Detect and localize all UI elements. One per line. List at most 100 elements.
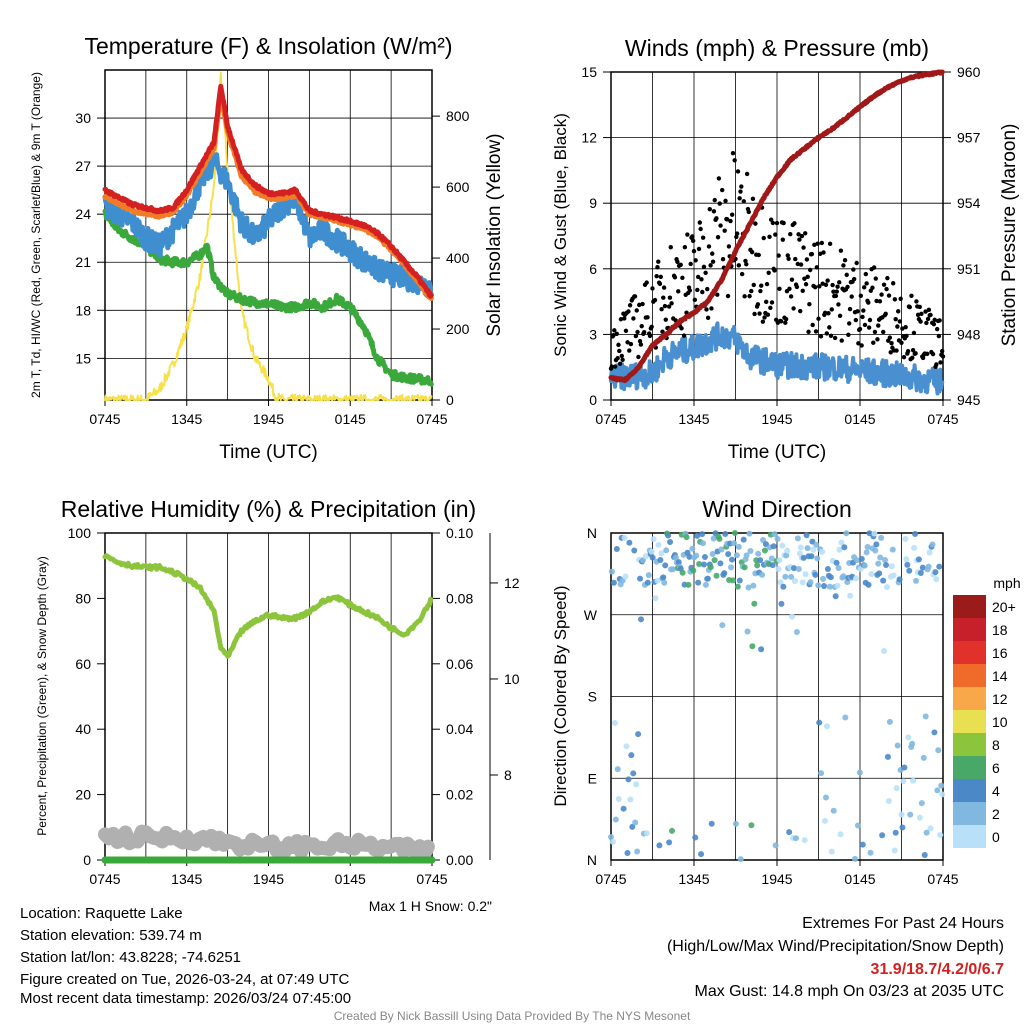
gust-point	[851, 276, 857, 282]
direction-point	[657, 557, 664, 564]
y-tick-label: 0.10	[446, 525, 473, 541]
gust-point	[691, 248, 697, 254]
gust-point	[783, 316, 789, 322]
direction-point	[772, 842, 779, 849]
direction-point	[737, 856, 744, 863]
direction-point	[622, 573, 629, 580]
gust-point	[796, 232, 801, 237]
direction-point	[626, 539, 633, 546]
gust-point	[614, 331, 620, 336]
gust-point	[661, 295, 666, 300]
gust-point	[633, 333, 639, 339]
gust-point	[777, 286, 782, 291]
direction-point	[854, 822, 861, 829]
legend-swatch	[953, 710, 986, 733]
gust-point	[881, 282, 887, 287]
direction-point	[612, 816, 619, 823]
direction-point	[613, 545, 620, 552]
extremes-title: Extremes For Past 24 Hours	[802, 915, 1004, 932]
gust-point	[635, 329, 640, 335]
direction-point	[913, 577, 920, 584]
gust-point	[638, 342, 644, 347]
gust-point	[625, 340, 630, 345]
direction-point	[932, 569, 939, 576]
gust-point	[827, 241, 833, 247]
gust-point	[700, 289, 705, 295]
gust-point	[800, 288, 805, 294]
gust-point	[910, 348, 916, 353]
direction-point	[919, 564, 926, 571]
gust-point	[930, 351, 936, 357]
gust-point	[793, 256, 798, 262]
direction-point	[824, 566, 831, 573]
gust-point	[909, 293, 914, 299]
gust-point	[839, 338, 844, 343]
gust-point	[778, 319, 784, 324]
direction-point	[662, 562, 669, 569]
gust-point	[622, 316, 627, 321]
y-tick-label: 10	[504, 671, 520, 687]
direction-point	[912, 530, 919, 537]
direction-point	[732, 820, 739, 827]
direction-point	[843, 530, 850, 537]
direction-point	[679, 569, 686, 576]
gust-point	[752, 311, 757, 317]
gust-point	[789, 277, 795, 282]
direction-point	[859, 841, 866, 848]
snow-annotation: Max 1 H Snow: 0.2"	[369, 898, 492, 914]
y-tick-label: 0	[83, 852, 91, 868]
gust-point	[627, 303, 633, 308]
y-tick-label: 15	[75, 350, 91, 366]
gust-point	[807, 301, 812, 307]
gust-point	[856, 341, 861, 346]
direction-point	[740, 536, 747, 543]
gust-point	[939, 348, 945, 354]
y-tick-label: 948	[957, 326, 981, 342]
direction-point	[891, 847, 898, 854]
y-tick-label: 0.06	[446, 656, 473, 672]
gust-point	[785, 253, 790, 258]
direction-point	[815, 582, 822, 589]
x-tick-label: 1945	[761, 411, 792, 427]
y-axis-label: 2m T, Td, HI/WC (Red, Green, Scarlet/Blu…	[29, 72, 43, 398]
legend-title: mph	[993, 575, 1020, 591]
direction-point	[690, 567, 697, 574]
gust-point	[841, 263, 846, 268]
direction-point	[686, 553, 693, 560]
gust-point	[808, 267, 813, 273]
gust-point	[676, 289, 681, 294]
direction-point	[717, 560, 724, 567]
y-tick-label: 15	[581, 64, 597, 80]
y-tick-label: 24	[75, 206, 91, 222]
gust-point	[617, 348, 622, 354]
legend-label: 6	[992, 760, 1000, 776]
legend-swatch	[953, 756, 986, 779]
direction-point	[644, 579, 651, 586]
direction-point	[629, 823, 636, 830]
gust-point	[900, 326, 905, 331]
direction-point	[923, 829, 930, 836]
y-tick-label: 6	[589, 261, 597, 277]
gust-point	[798, 262, 804, 267]
gust-point	[873, 276, 878, 281]
gust-point	[712, 197, 717, 203]
direction-point	[638, 616, 645, 623]
gust-point	[619, 353, 624, 359]
windchill-line	[102, 151, 434, 298]
direction-point	[830, 807, 837, 814]
direction-point	[888, 563, 895, 570]
direction-point	[910, 777, 917, 784]
gust-point	[829, 307, 834, 312]
direction-point	[759, 571, 766, 578]
gust-point	[766, 270, 771, 275]
direction-point	[750, 582, 757, 589]
gust-point	[914, 299, 919, 304]
gust-point	[717, 201, 722, 206]
direction-point	[745, 584, 752, 591]
direction-point	[632, 819, 639, 826]
direction-point	[873, 541, 880, 548]
gust-point	[814, 265, 820, 270]
y-tick-label: 951	[957, 261, 981, 277]
gust-point	[895, 324, 900, 329]
y-tick-label: 0.04	[446, 721, 473, 737]
